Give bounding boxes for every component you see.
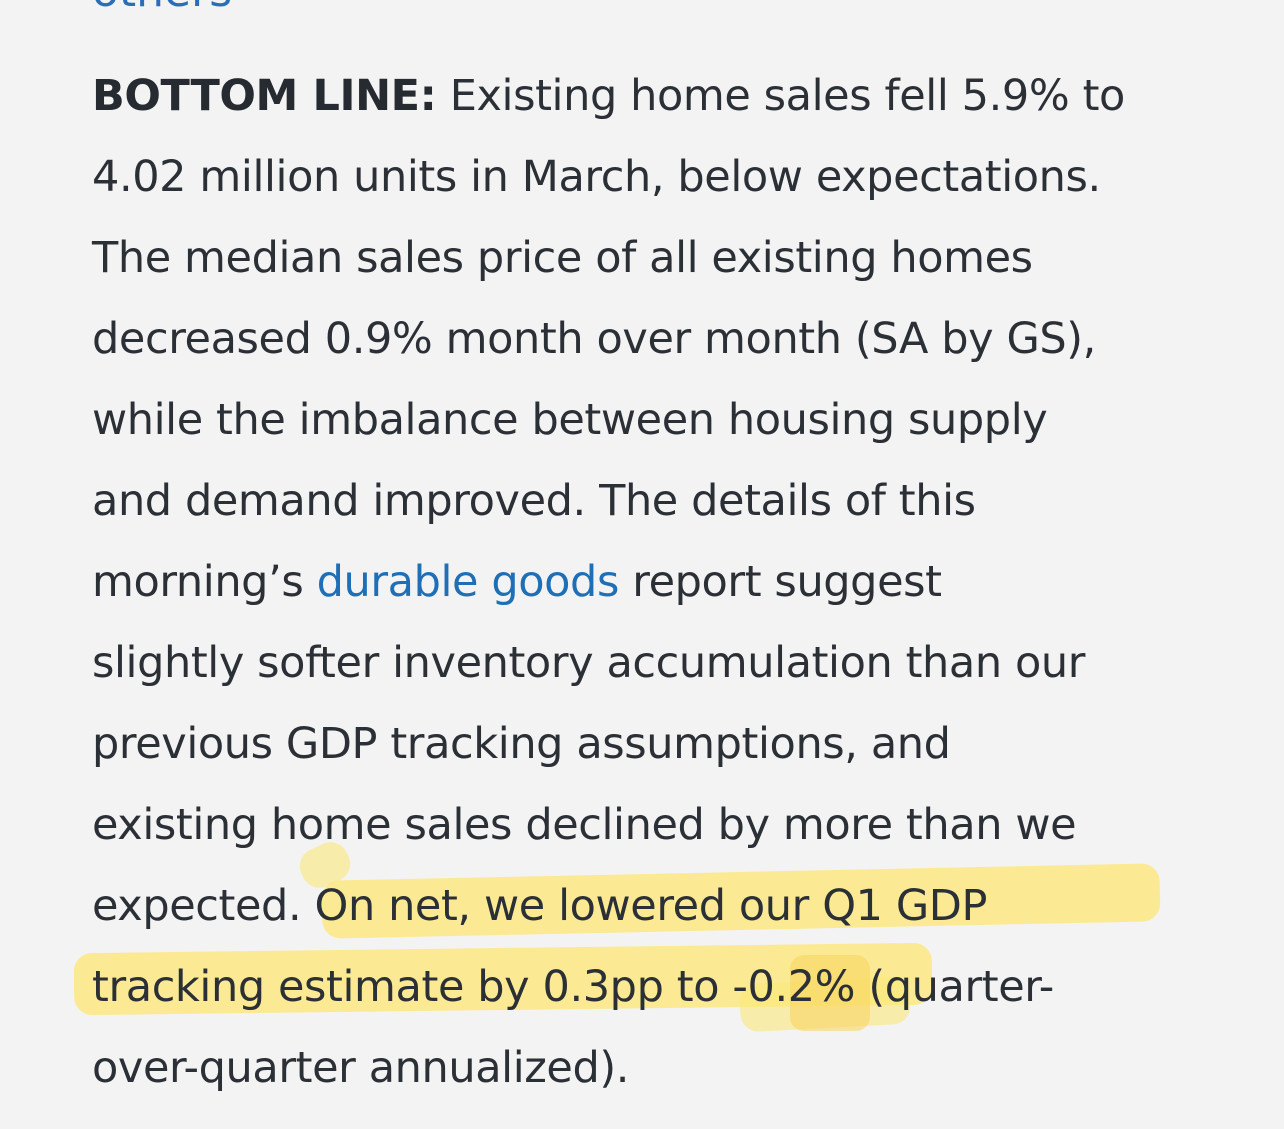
highlighted-text: On net, we lowered our Q1 GDP	[314, 881, 988, 931]
article-line: expected. On net, we lowered our Q1 GDP	[92, 866, 1232, 947]
durable-goods-link[interactable]: durable goods	[316, 557, 620, 607]
article-text: morning’s	[92, 557, 317, 607]
bottom-line-label: BOTTOM LINE:	[92, 71, 437, 121]
top-link-others[interactable]: others	[92, 0, 232, 14]
article-line: BOTTOM LINE: Existing home sales fell 5.…	[92, 56, 1232, 137]
article-text: (quarter-	[855, 962, 1054, 1012]
article-line: slightly softer inventory accumulation t…	[92, 638, 1086, 688]
article-text: Existing home sales fell 5.9% to	[436, 71, 1126, 121]
article-line: while the imbalance between housing supp…	[92, 395, 1048, 445]
article-line: tracking estimate by 0.3pp to -0.2% (qua…	[92, 947, 1232, 1028]
article-line: and demand improved. The details of this	[92, 476, 976, 526]
article-line: decreased 0.9% month over month (SA by G…	[92, 314, 1096, 364]
article-text: expected.	[92, 881, 315, 931]
article-line: 4.02 million units in March, below expec…	[92, 152, 1101, 202]
article-text: report suggest	[618, 557, 942, 607]
article-line: existing home sales declined by more tha…	[92, 800, 1077, 850]
article-line: morning’s durable goods report suggest	[92, 542, 1232, 623]
article-line: previous GDP tracking assumptions, and	[92, 719, 951, 769]
article-paragraph: BOTTOM LINE: Existing home sales fell 5.…	[92, 56, 1232, 1109]
article-line: The median sales price of all existing h…	[92, 233, 1033, 283]
article-line: over-quarter annualized).	[92, 1043, 630, 1093]
highlighted-text: tracking estimate by 0.3pp to -0.2%	[92, 962, 856, 1012]
highlighter-mark	[790, 955, 870, 1031]
